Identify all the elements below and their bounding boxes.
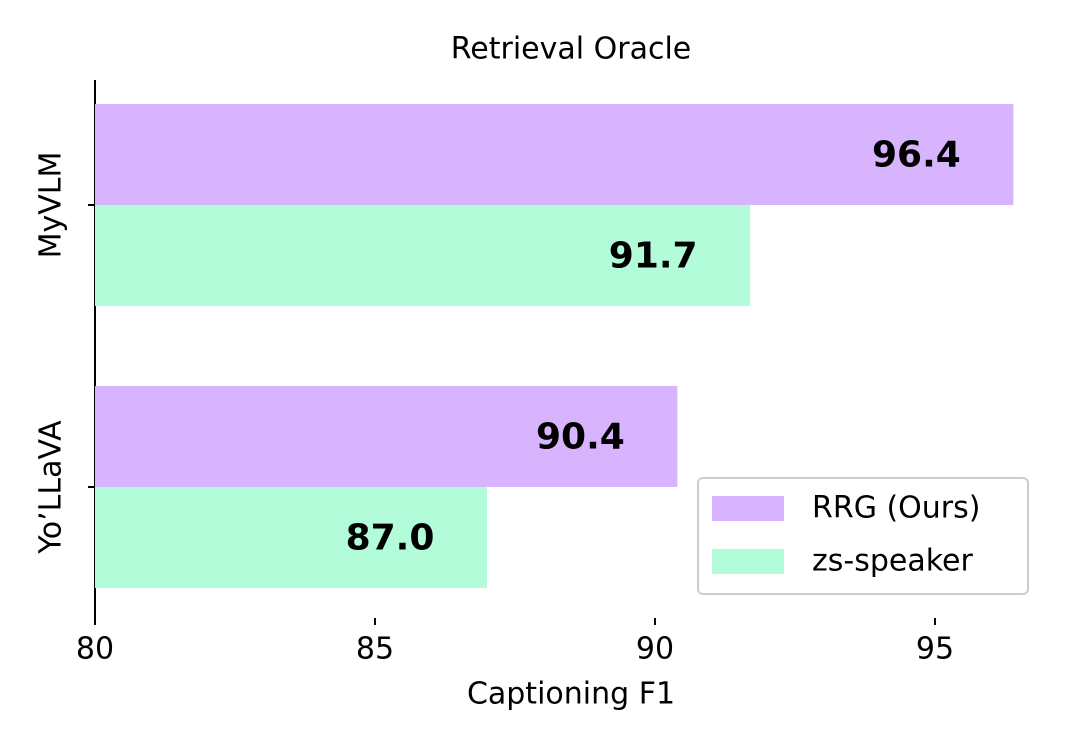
- chart-title: Retrieval Oracle: [451, 32, 691, 67]
- value-label: 91.7: [609, 236, 698, 277]
- legend-swatch: [712, 549, 784, 574]
- value-label: 87.0: [346, 518, 435, 559]
- x-axis-label: Captioning F1: [467, 677, 675, 712]
- bar: [95, 104, 1014, 205]
- x-tick-label: 80: [76, 632, 114, 667]
- legend-label: zs-speaker: [812, 544, 973, 579]
- bar: [95, 386, 678, 487]
- y-tick-label: MyVLM: [34, 152, 69, 259]
- x-tick-label: 90: [636, 632, 674, 667]
- x-tick-label: 95: [916, 632, 954, 667]
- value-label: 90.4: [536, 417, 625, 458]
- legend-swatch: [712, 496, 784, 521]
- legend-label: RRG (Ours): [812, 491, 980, 526]
- bar: [95, 487, 487, 588]
- bar: [95, 205, 751, 306]
- value-label: 96.4: [872, 135, 961, 176]
- x-tick-label: 85: [356, 632, 394, 667]
- y-tick-label: Yo’LLaVA: [34, 420, 69, 555]
